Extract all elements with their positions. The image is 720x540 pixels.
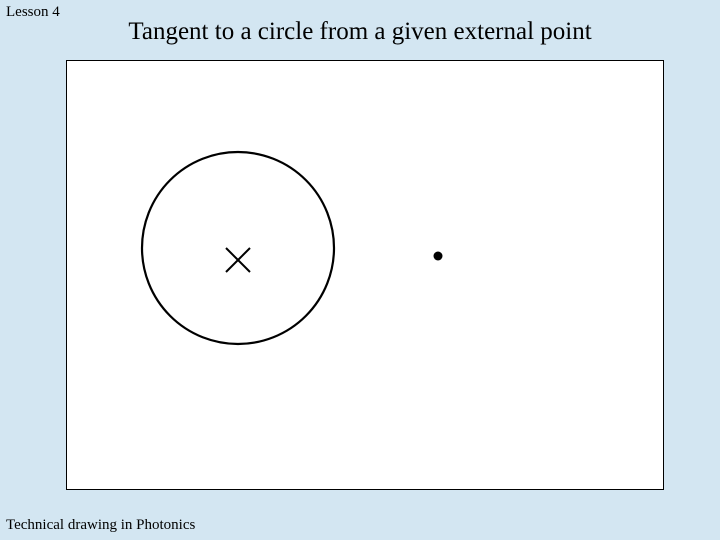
diagram <box>0 0 720 540</box>
external-point <box>434 252 443 261</box>
slide: Lesson 4 Tangent to a circle from a give… <box>0 0 720 540</box>
center-cross-icon <box>226 248 250 272</box>
main-circle <box>142 152 334 344</box>
footer-label: Technical drawing in Photonics <box>6 517 195 534</box>
